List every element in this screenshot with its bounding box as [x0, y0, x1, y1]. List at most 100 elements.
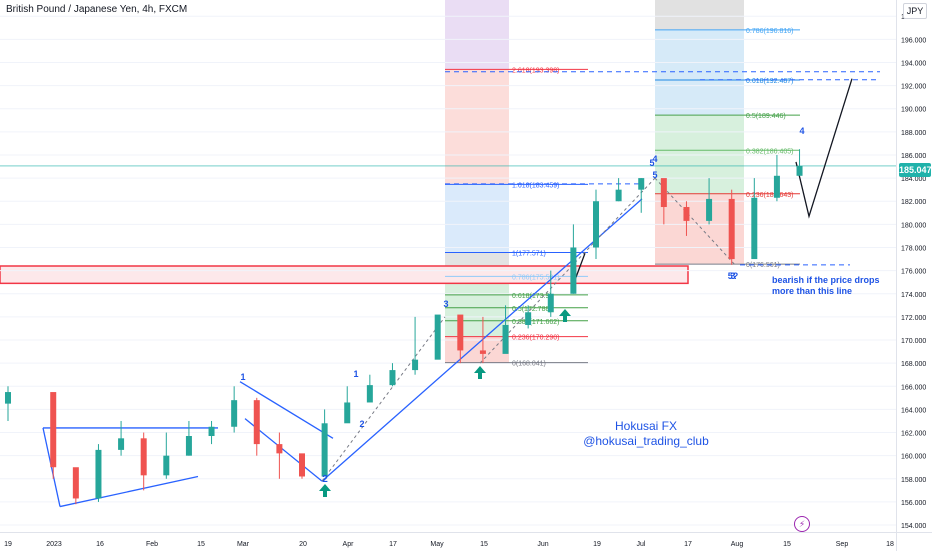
x-tick-label: Sep	[836, 541, 849, 548]
x-tick-label: Jul	[637, 541, 646, 548]
candle-body	[660, 178, 667, 208]
watermark-name: Hokusai FX	[615, 419, 677, 433]
candle-body	[118, 438, 125, 450]
y-tick-label: 178.000	[901, 245, 926, 252]
y-tick-label: 166.000	[901, 384, 926, 391]
x-tick-label: Apr	[343, 541, 355, 548]
x-tick-label: Mar	[237, 541, 250, 548]
x-tick-label: 17	[389, 541, 397, 548]
wave-label: 2	[359, 419, 364, 429]
time-axis[interactable]: 19 2023 16 Feb 15 Mar 20 Apr 17 May 15 Jun 19 Jul 17 Au…	[0, 532, 896, 551]
fib2-zone-blue	[655, 30, 744, 116]
candle-body	[638, 178, 645, 190]
y-tick-label: 170.000	[901, 338, 926, 345]
y-tick-label: 168.000	[901, 361, 926, 368]
supply-zone	[0, 265, 689, 285]
green-arrow-up-icon	[319, 484, 331, 497]
wave-label: 5?	[728, 271, 739, 281]
y-tick-label: 158.000	[901, 477, 926, 484]
watermark-handle: @hokusai_trading_club	[583, 434, 709, 448]
candle-body	[706, 198, 713, 221]
x-tick-label: 16	[96, 541, 104, 548]
fib-left-label: 0.5(172.788)	[512, 306, 552, 313]
y-tick-label: 194.000	[901, 60, 926, 67]
x-tick-label: 20	[299, 541, 307, 548]
candle-body	[231, 400, 238, 427]
x-tick-label: 15	[197, 541, 205, 548]
candle-body	[389, 370, 396, 386]
candle-body	[185, 436, 192, 456]
wave-label: 5	[649, 158, 654, 168]
fib-zone-pink	[445, 336, 509, 364]
current-price-tag: 185.047	[899, 163, 932, 177]
y-tick-label: 162.000	[901, 431, 926, 438]
fib-left-label: 0.236(170.290)	[512, 335, 559, 342]
candle-body	[525, 312, 532, 325]
wave-label: 1	[240, 372, 245, 382]
candle-body	[163, 455, 170, 476]
y-tick-label: 184.000	[901, 176, 926, 183]
dotted-wave-2	[479, 177, 656, 364]
y-tick-label: 188.000	[901, 130, 926, 137]
wave-label: 5	[652, 170, 657, 180]
fib-right-label: 0.618(192.487)	[746, 78, 793, 85]
candle-body	[72, 467, 79, 499]
candle-body	[683, 207, 690, 221]
candle-body	[751, 197, 758, 260]
candles	[5, 149, 803, 505]
symbol-title: British Pound / Japanese Yen, 4h, FXCM	[6, 4, 188, 15]
candle-body	[208, 426, 215, 437]
x-tick-label: 17	[684, 541, 692, 548]
fib-left-label: 2.618(193.398)	[512, 67, 559, 74]
grid-lines	[0, 15, 896, 526]
green-arrow-up-icon	[559, 309, 571, 322]
candle-body	[434, 314, 441, 360]
fib-left-label: 1(177.571)	[512, 250, 546, 257]
currency-unit[interactable]: JPY	[903, 3, 927, 19]
wedge-top	[239, 381, 334, 439]
dotted-wave-1	[321, 316, 446, 482]
y-tick-label: 154.000	[901, 523, 926, 530]
fib-left-label: 0.786(175.501)	[512, 274, 559, 281]
wave-label: 3	[443, 299, 448, 309]
purple-band	[445, 0, 509, 70]
y-tick-label: 174.000	[901, 292, 926, 299]
candle-body	[615, 189, 622, 202]
candle-body	[95, 449, 102, 499]
y-tick-label: 190.000	[901, 107, 926, 114]
price-axis-svg: 198.000196.000194.000192.000190.000188.0…	[901, 14, 926, 530]
fib-left-label: 1.618(183.459)	[512, 182, 559, 189]
lightning-icon[interactable]: ⚡	[794, 516, 810, 532]
candle-body	[593, 201, 599, 248]
gray-band	[655, 0, 744, 31]
x-tick-label: May	[430, 541, 444, 548]
candle-body	[140, 438, 147, 476]
fib-right-label: 0.786(196.816)	[746, 28, 793, 35]
wave-label: 4	[652, 154, 657, 164]
y-tick-label: 172.000	[901, 315, 926, 322]
wave-label: 1	[353, 369, 358, 379]
candle-body	[366, 385, 373, 403]
fib-right-label: 0.5(189.446)	[746, 113, 786, 120]
candle-body	[344, 402, 351, 424]
x-tick-label: Jun	[537, 541, 548, 548]
x-tick-label: 19	[4, 541, 12, 548]
background-bands	[0, 0, 744, 364]
candle-body	[479, 350, 486, 354]
fib-right-label: 0.382(186.405)	[746, 148, 793, 155]
x-tick-label: Feb	[146, 541, 158, 548]
candle-body	[50, 392, 57, 468]
candle-body	[253, 400, 260, 445]
y-tick-label: 180.000	[901, 222, 926, 229]
price-axis[interactable]: 198.000196.000194.000192.000190.000188.0…	[896, 0, 932, 532]
y-tick-label: 196.000	[901, 37, 926, 44]
wave-label: 3	[730, 271, 735, 281]
fib-left-label: 0.382(171.662)	[512, 319, 559, 326]
fib-zone-green	[445, 276, 509, 337]
y-tick-label: 156.000	[901, 500, 926, 507]
y-tick-label: 160.000	[901, 454, 926, 461]
candle-body	[796, 165, 803, 176]
